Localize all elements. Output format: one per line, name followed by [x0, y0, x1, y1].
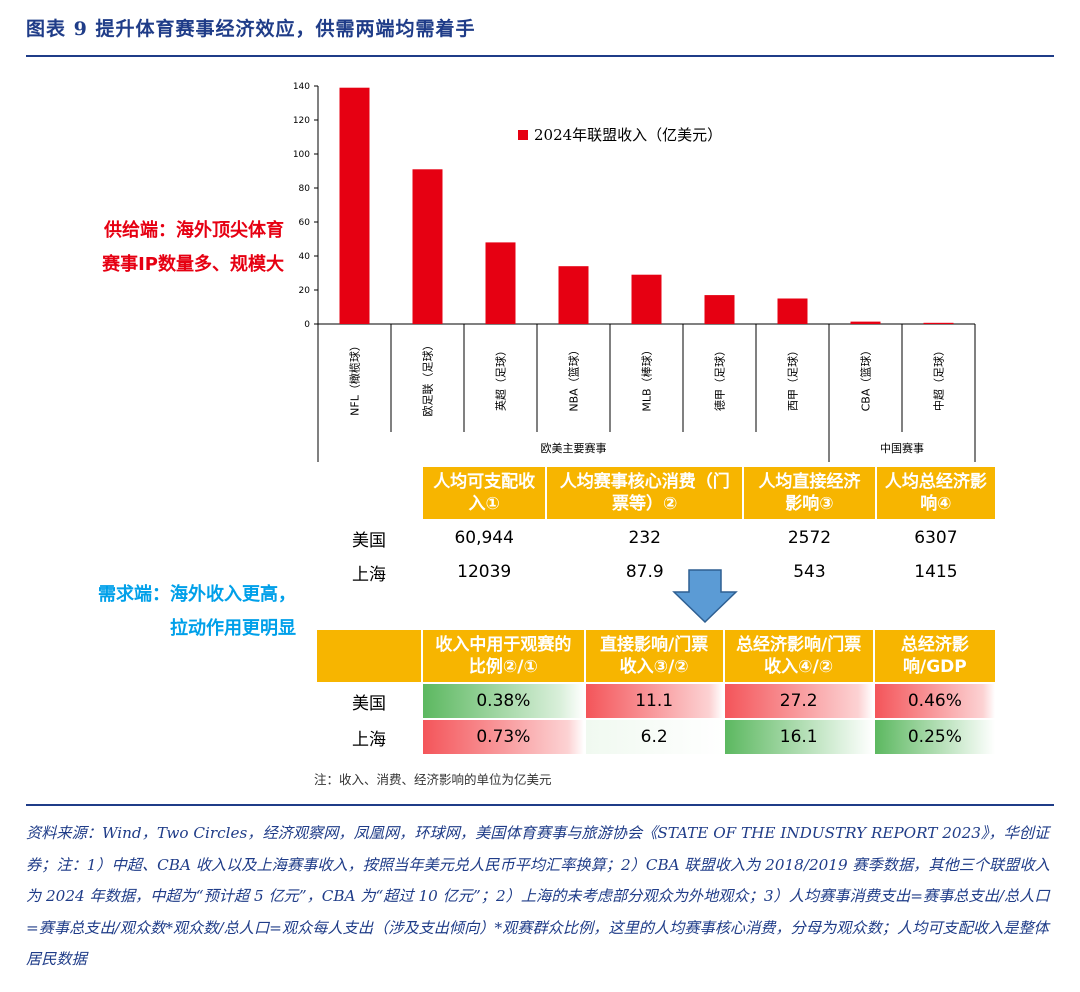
- table-cell: 6307: [914, 528, 958, 548]
- legend-label: 2024年联盟收入（亿美元）: [534, 126, 722, 144]
- ratio-header-row: 收入中用于观赛的比例②/① 直接影响/门票收入③/② 总经济影响/门票收入④/②…: [315, 628, 998, 684]
- x-category-label: 西甲（足球）: [786, 345, 800, 411]
- table-cell: 0.46%: [872, 682, 998, 720]
- demand-label-line-2: 拉动作用更明显: [170, 618, 296, 639]
- supply-side-label: 供给端：海外顶尖体育 赛事IP数量多、规模大: [40, 214, 284, 282]
- table-row: 美国 0.38% 11.1 27.2 0.46%: [315, 682, 998, 720]
- header-direct-ratio: 直接影响/门票收入③/②: [583, 628, 725, 684]
- y-tick-label: 20: [299, 286, 311, 296]
- demand-label-line-1: 需求端：海外收入更高，: [98, 584, 296, 605]
- ratio-corner: [315, 628, 423, 684]
- table-row: 上海 12039 87.9 543 1415: [316, 555, 996, 589]
- bar: [558, 266, 589, 324]
- supply-label-line-1: 供给端：海外顶尖体育: [104, 220, 284, 241]
- per-capita-header-row: 人均可支配收入① 人均赛事核心消费（门票等）② 人均直接经济影响③ 人均总经济影…: [315, 465, 998, 521]
- demand-side-label: 需求端：海外收入更高， 拉动作用更明显: [40, 578, 296, 646]
- per-capita-corner: [315, 465, 423, 521]
- legend-swatch: [518, 130, 528, 140]
- y-tick-label: 100: [293, 150, 310, 160]
- table-cell: 16.1: [722, 718, 875, 756]
- row-label-shanghai: 上海: [315, 718, 423, 756]
- bottom-rule: [26, 804, 1054, 806]
- table-cell: 1415: [914, 562, 958, 582]
- header-total-ratio: 总经济影响/门票收入④/②: [722, 628, 875, 684]
- supply-label-line-2: 赛事IP数量多、规模大: [102, 254, 284, 275]
- table-cell: 2572: [787, 528, 832, 548]
- figure-title: 图表 9 提升体育赛事经济效应，供需两端均需着手: [26, 18, 476, 40]
- table-cell: 6.2: [583, 718, 725, 756]
- table-cell: 27.2: [722, 682, 875, 720]
- header-watch-share: 收入中用于观赛的比例②/①: [421, 628, 586, 684]
- bar: [923, 322, 954, 324]
- table-row: 美国 60,944 232 2572 6307: [316, 520, 996, 555]
- bar: [631, 274, 662, 324]
- y-tick-label: 40: [299, 252, 311, 262]
- down-arrow-icon: [672, 569, 738, 624]
- y-tick-label: 80: [299, 184, 311, 194]
- bar: [485, 242, 516, 324]
- bar: [704, 295, 735, 324]
- row-label-shanghai: 上海: [352, 564, 386, 585]
- table-cell: 543: [793, 562, 826, 582]
- group-label: 中国赛事: [880, 441, 924, 455]
- table-cell: 0.38%: [421, 682, 586, 720]
- table-cell: 11.1: [583, 682, 725, 720]
- y-tick-label: 0: [304, 320, 310, 330]
- table-cell: 0.73%: [421, 718, 586, 756]
- table-cell: 232: [628, 528, 661, 548]
- per-capita-table: 人均可支配收入① 人均赛事核心消费（门票等）② 人均直接经济影响③ 人均总经济影…: [315, 465, 998, 589]
- source-text: 资料来源：Wind，Two Circles，经济观察网，凤凰网，环球网，美国体育…: [26, 824, 1050, 968]
- x-category-label: 欧足联（足球）: [421, 340, 435, 417]
- x-category-label: NBA（篮球）: [567, 344, 581, 411]
- group-label: 欧美主要赛事: [541, 441, 607, 455]
- bar: [850, 321, 881, 324]
- y-tick-label: 140: [293, 82, 310, 92]
- row-label-usa: 美国: [315, 682, 423, 720]
- top-rule: [26, 55, 1054, 57]
- bar: [777, 298, 808, 324]
- x-category-label: 中超（足球）: [932, 345, 946, 411]
- table-cell: 60,944: [454, 528, 514, 548]
- table-row: 上海 0.73% 6.2 16.1 0.25%: [315, 718, 998, 756]
- x-category-label: MLB（棒球）: [640, 344, 654, 411]
- header-direct-impact: 人均直接经济影响③: [742, 465, 877, 521]
- units-note: 注：收入、消费、经济影响的单位为亿美元: [314, 772, 552, 787]
- header-total-impact: 人均总经济影响④: [874, 465, 998, 521]
- table-cell: 87.9: [625, 562, 664, 582]
- header-gdp-ratio: 总经济影响/GDP: [872, 628, 998, 684]
- league-revenue-chart: 0 20 40 60 80 100 120 140 欧美主要赛事 中国赛事 NFL（橄榄球） 欧足联（…: [293, 82, 976, 462]
- ratio-table: 收入中用于观赛的比例②/① 直接影响/门票收入③/② 总经济影响/门票收入④/②…: [315, 628, 998, 756]
- table-cell: 12039: [457, 562, 512, 582]
- header-disposable-income: 人均可支配收入①: [420, 465, 548, 521]
- bar: [412, 169, 443, 324]
- x-category-label: NFL（橄榄球）: [348, 340, 362, 416]
- x-category-label: 英超（足球）: [494, 345, 508, 411]
- header-core-consumption: 人均赛事核心消费（门票等）②: [545, 465, 745, 521]
- y-tick-label: 60: [299, 218, 311, 228]
- row-label-usa: 美国: [352, 530, 386, 551]
- table-cell: 0.25%: [872, 718, 998, 756]
- bar: [339, 87, 370, 324]
- x-category-label: CBA（篮球）: [859, 345, 873, 412]
- x-category-label: 德甲（足球）: [713, 345, 727, 411]
- y-tick-label: 120: [293, 116, 310, 126]
